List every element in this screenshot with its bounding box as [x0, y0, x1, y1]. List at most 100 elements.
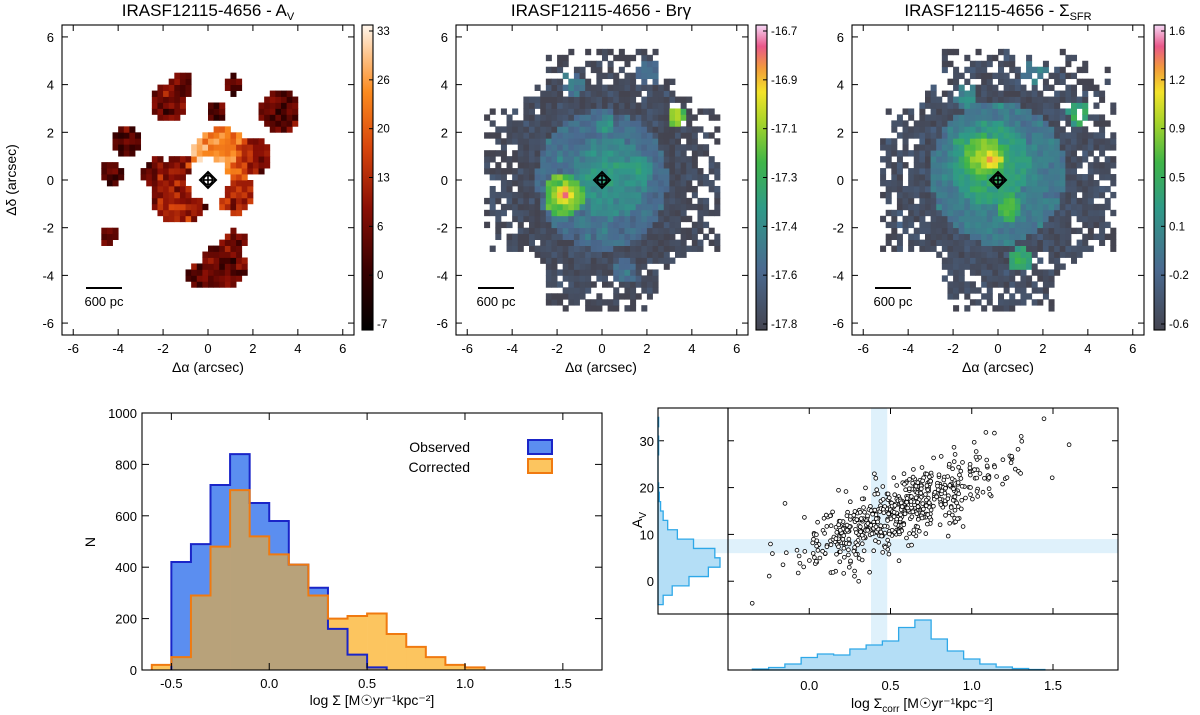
- av-map-ylabel: Δδ (arcsec): [3, 144, 19, 216]
- map-pixel: [969, 269, 976, 276]
- map-pixel: [969, 299, 976, 306]
- map-pixel: [646, 126, 653, 133]
- map-pixel: [618, 96, 625, 103]
- map-pixel: [1099, 209, 1106, 217]
- map-pixel: [964, 209, 971, 217]
- map-pixel: [602, 72, 609, 80]
- map-pixel: [675, 215, 682, 223]
- map-pixel: [925, 209, 932, 217]
- map-pixel: [213, 245, 220, 252]
- map-pixel: [1031, 150, 1038, 157]
- map-pixel: [517, 126, 524, 133]
- map-pixel: [697, 180, 704, 187]
- map-pixel: [936, 215, 943, 223]
- map-pixel: [675, 114, 682, 121]
- map-pixel: [540, 132, 547, 139]
- map-pixel: [902, 132, 909, 139]
- map-pixel: [613, 96, 620, 103]
- scatter-point: [943, 513, 948, 518]
- map-pixel: [1031, 299, 1038, 306]
- map-pixel: [1009, 108, 1016, 115]
- map-pixel: [669, 233, 676, 241]
- map-pixel: [975, 227, 982, 235]
- map-pixel: [1009, 305, 1016, 312]
- map-pixel: [191, 275, 198, 282]
- overlap-bar: [190, 595, 211, 670]
- scatter-point: [858, 529, 863, 535]
- map-pixel: [641, 263, 648, 270]
- map-pixel: [652, 102, 659, 109]
- map-pixel: [697, 227, 704, 235]
- map-pixel: [1059, 168, 1066, 175]
- map-pixel: [658, 215, 665, 223]
- map-pixel: [495, 227, 502, 235]
- map-pixel: [1071, 72, 1078, 80]
- map-pixel: [579, 108, 586, 115]
- map-pixel: [129, 150, 136, 157]
- map-pixel: [1087, 168, 1094, 175]
- colorbar-tick-label: -7: [377, 319, 387, 331]
- scatter-point: [844, 527, 850, 533]
- scatter-point: [945, 496, 951, 502]
- map-pixel: [630, 108, 637, 115]
- map-pixel: [157, 185, 164, 193]
- map-pixel: [958, 209, 965, 217]
- map-pixel: [590, 251, 597, 258]
- corrected-bar: [367, 613, 387, 670]
- map-pixel: [545, 185, 552, 193]
- map-pixel: [596, 84, 603, 91]
- map-pixel: [1042, 281, 1049, 288]
- map-pixel: [675, 221, 682, 229]
- map-pixel: [213, 138, 220, 145]
- map-pixel: [185, 156, 192, 163]
- y-tick-label: -6: [42, 316, 54, 331]
- map-pixel: [1082, 180, 1089, 187]
- map-pixel: [624, 144, 631, 151]
- map-pixel: [1054, 174, 1061, 181]
- map-pixel: [224, 126, 231, 133]
- map-pixel: [562, 108, 569, 115]
- map-pixel: [579, 269, 586, 276]
- map-pixel: [585, 78, 592, 86]
- map-pixel: [658, 239, 665, 246]
- map-pixel: [562, 197, 569, 205]
- map-pixel: [641, 257, 648, 264]
- map-pixel: [913, 150, 920, 157]
- map-pixel: [641, 209, 648, 217]
- map-pixel: [1076, 102, 1083, 109]
- scatter-point: [852, 568, 857, 574]
- map-pixel: [602, 191, 609, 199]
- y-tick-label: 30: [640, 434, 654, 449]
- map-pixel: [1054, 245, 1061, 252]
- map-pixel: [562, 191, 569, 199]
- map-pixel: [1071, 197, 1078, 205]
- map-pixel: [517, 215, 524, 223]
- map-pixel: [1003, 269, 1010, 276]
- map-pixel: [919, 227, 926, 235]
- map-pixel: [652, 156, 659, 163]
- map-pixel: [1009, 96, 1016, 103]
- map-pixel: [568, 150, 575, 157]
- map-pixel: [568, 174, 575, 181]
- map-pixel: [489, 120, 496, 127]
- map-pixel: [101, 233, 108, 241]
- scatter-point: [955, 516, 960, 521]
- map-pixel: [941, 257, 948, 264]
- scatter-point: [837, 518, 843, 524]
- map-pixel: [495, 174, 502, 181]
- map-pixel: [908, 191, 915, 199]
- map-pixel: [669, 209, 676, 217]
- map-pixel: [958, 245, 965, 252]
- map-pixel: [703, 132, 710, 139]
- map-pixel: [975, 72, 982, 80]
- map-pixel: [579, 156, 586, 163]
- map-pixel: [1031, 215, 1038, 223]
- map-pixel: [157, 90, 164, 97]
- map-pixel: [579, 233, 586, 241]
- map-pixel: [969, 281, 976, 288]
- map-pixel: [579, 78, 586, 86]
- map-pixel: [691, 150, 698, 157]
- map-pixel: [635, 72, 642, 80]
- map-pixel: [1042, 209, 1049, 217]
